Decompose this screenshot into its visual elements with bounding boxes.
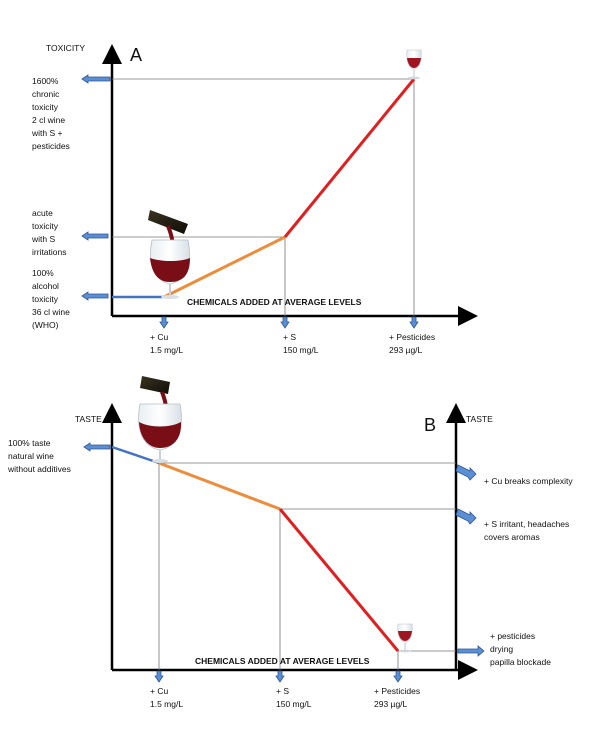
- panel-a-note-acute-toxicity: acute toxicity with S irritations: [31, 208, 66, 257]
- panel-a-left-arrows: [81, 74, 111, 301]
- arrow-icon: [159, 316, 169, 329]
- panel-a-tick-cu: + Cu 1.5 mg/L: [150, 332, 183, 355]
- arrow-icon: [275, 670, 285, 683]
- panel-b-tick-pesticides: + Pesticides 293 µg/L: [374, 686, 422, 709]
- panel-a-tick-s: + S 150 mg/L: [283, 332, 319, 355]
- panel-b: B TASTE TASTE 100% taste natural wine wi…: [7, 376, 573, 709]
- arrow-icon: [81, 231, 109, 241]
- pouring-wine-glass-image: [138, 376, 182, 463]
- panel-b-guide-lines: [158, 462, 456, 670]
- panel-a-note-alcohol-toxicity: 100% alcohol toxicity 36 cl wine (WHO): [32, 268, 72, 330]
- arrow-icon: [393, 670, 403, 683]
- panel-b-y-axis-title-left: TASTE: [75, 414, 102, 424]
- pouring-wine-glass-image: [148, 210, 190, 299]
- arrow-icon: [81, 74, 111, 84]
- arrow-icon: [457, 645, 485, 657]
- arrow-icon: [81, 291, 109, 301]
- arrow-icon: [83, 442, 111, 452]
- panel-a-letter: A: [130, 45, 142, 65]
- panel-a-tick-arrows: [159, 316, 419, 329]
- panel-a-x-axis-title: CHEMICALS ADDED AT AVERAGE LEVELS: [187, 297, 362, 307]
- panel-b-y-axis-title-right: TASTE: [466, 414, 493, 424]
- panel-b-x-axis-title: CHEMICALS ADDED AT AVERAGE LEVELS: [195, 656, 370, 666]
- arrow-icon: [154, 670, 164, 683]
- panel-b-left-arrows: [83, 442, 111, 452]
- panel-b-note-pesticides: + pesticides drying papilla blockade: [490, 631, 551, 667]
- panel-a-y-axis-title: TOXICITY: [46, 43, 85, 53]
- panel-b-tick-arrows: [154, 670, 403, 683]
- arrow-icon: [409, 316, 419, 329]
- panel-b-tick-s: + S 150 mg/L: [276, 686, 312, 709]
- panel-a-note-chronic-toxicity: 1600% chronic toxicity 2 cl wine with S …: [31, 76, 70, 151]
- panel-b-right-arrows: [455, 464, 485, 657]
- panel-b-segment-s-pesticides: [278, 508, 400, 652]
- panel-b-letter: B: [424, 415, 436, 435]
- panel-a-segment-cu: [163, 235, 286, 299]
- panel-a-segment-s-pesticides: [283, 78, 416, 238]
- small-wine-glass-image: [406, 49, 422, 80]
- panel-b-note-s: + S irritant, headaches covers aromas: [484, 519, 572, 542]
- panel-b-segment-cu: [158, 461, 281, 511]
- panel-a-guide-lines: [112, 78, 415, 316]
- panel-b-segment-base: [111, 445, 160, 465]
- panel-b-note-cu: + Cu breaks complexity: [484, 476, 573, 486]
- panel-a: A TOXICITY 100% alcohol toxicity 36 cl w…: [31, 43, 478, 355]
- arrow-icon: [280, 316, 290, 329]
- panel-a-tick-pesticides: + Pesticides 293 µg/L: [389, 332, 437, 355]
- arrow-icon: [455, 508, 477, 525]
- small-wine-glass-image: [397, 623, 413, 653]
- panel-b-note-natural-wine: 100% taste natural wine without additive…: [7, 438, 71, 474]
- arrow-icon: [455, 464, 477, 481]
- panel-b-tick-cu: + Cu 1.5 mg/L: [150, 686, 183, 709]
